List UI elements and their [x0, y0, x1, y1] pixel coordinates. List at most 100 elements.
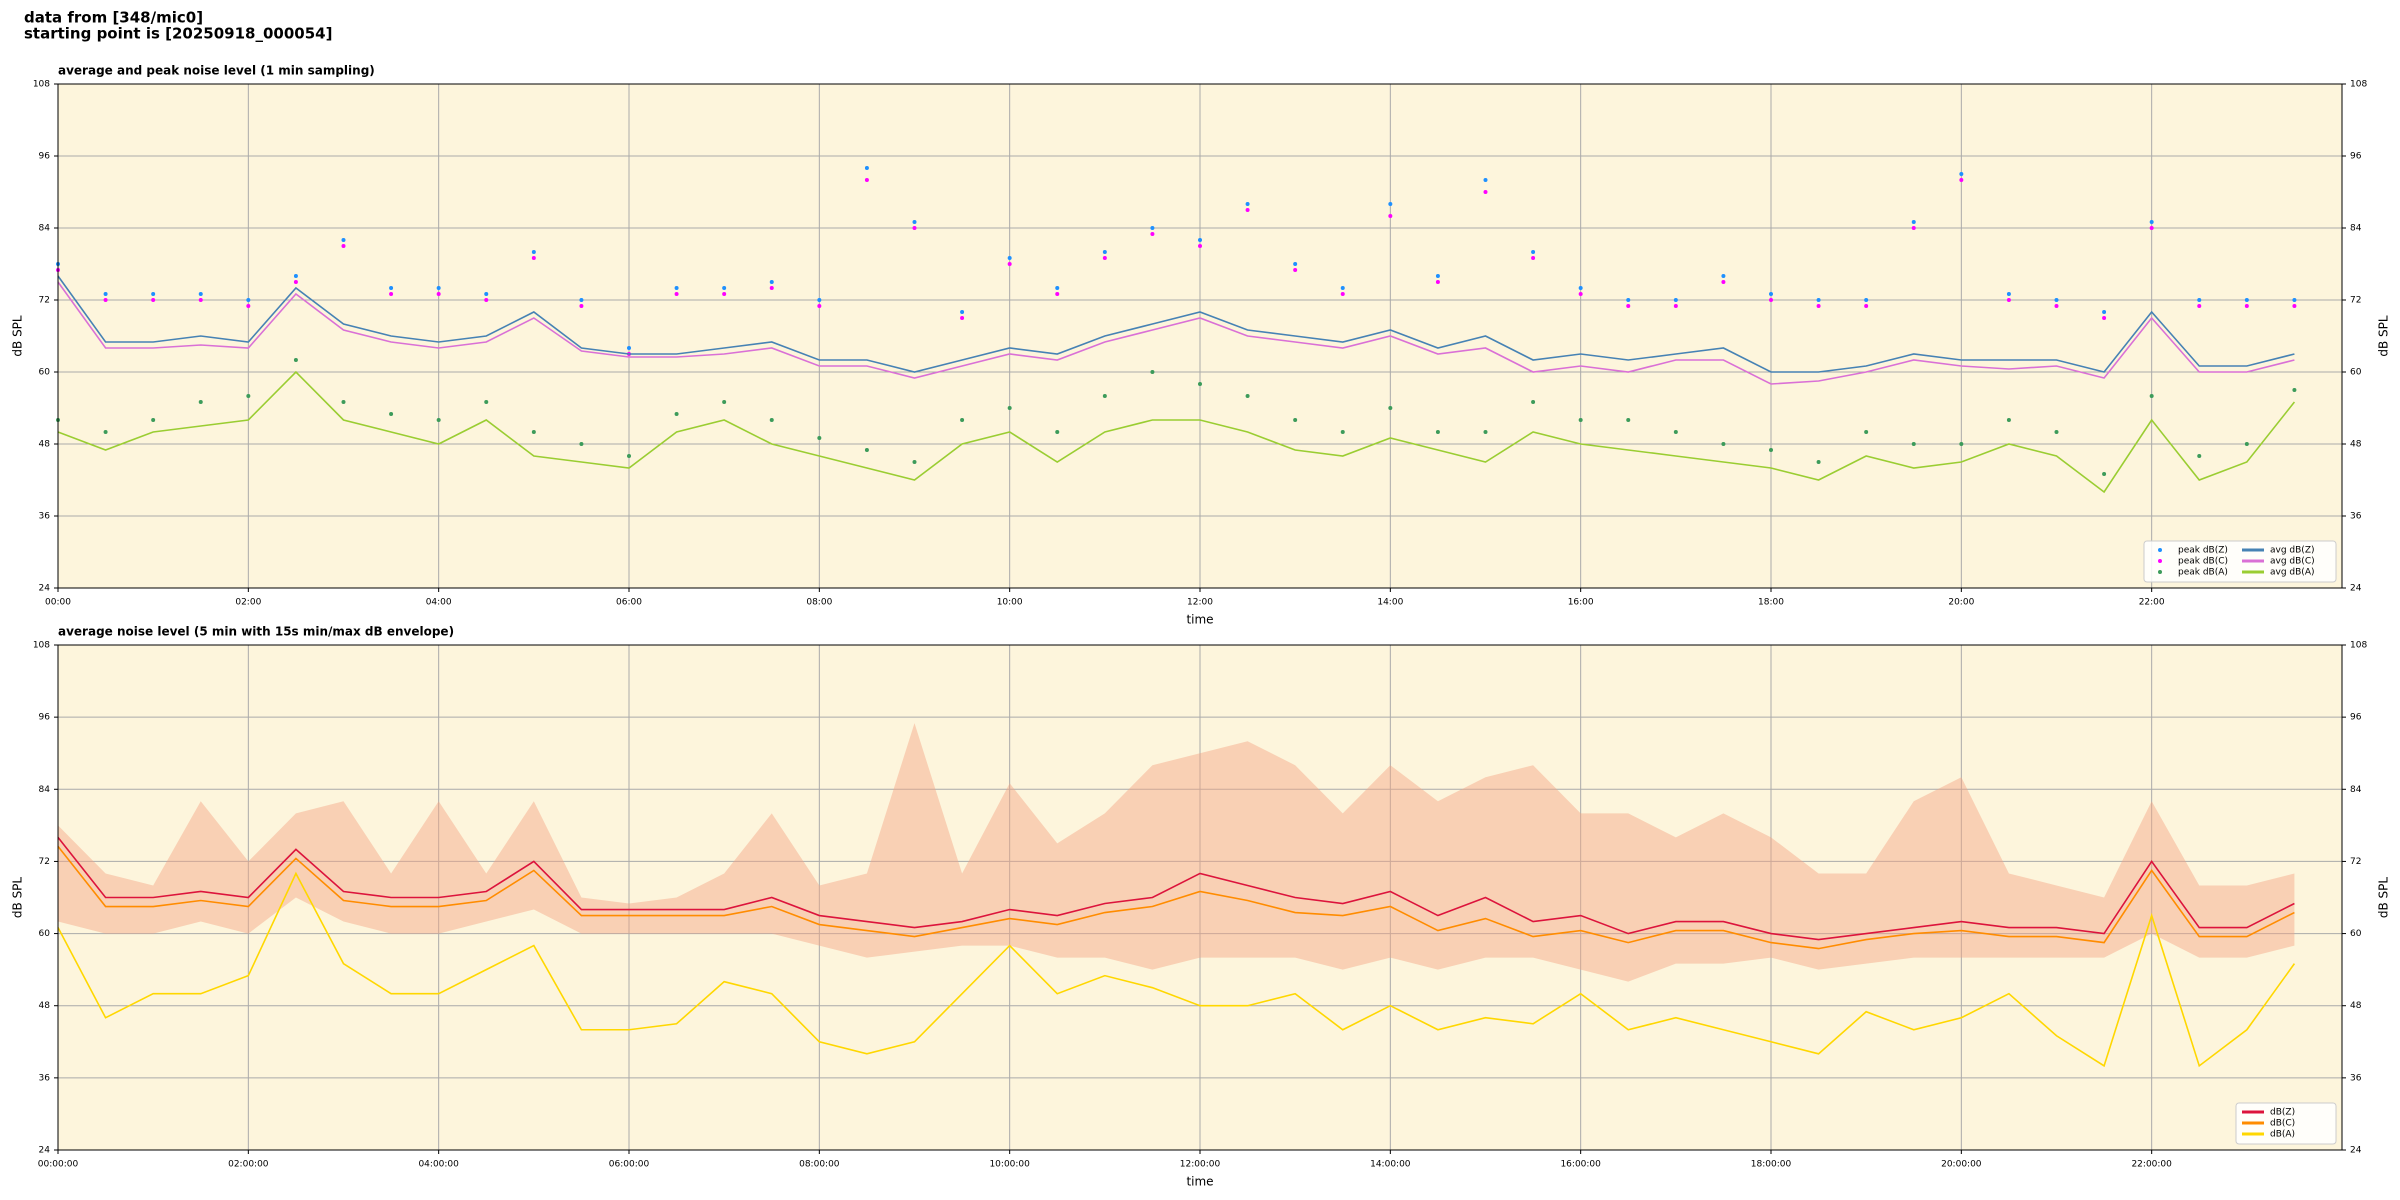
y-tick-label: 72: [39, 296, 50, 306]
peak-point: [960, 418, 965, 422]
series-line: [57, 281, 2295, 385]
peak-point: [579, 442, 584, 446]
peak-point: [1911, 226, 1916, 230]
peak-point: [1959, 442, 1964, 446]
peak-point: [2197, 304, 2202, 308]
x-tick-label: 10:00: [997, 598, 1023, 608]
peak-point: [1102, 250, 1107, 254]
peak-point: [1340, 286, 1345, 290]
y-tick-label: 36: [2350, 512, 2362, 522]
peak-point: [1769, 298, 1773, 302]
x-tick-label: 08:00: [806, 598, 832, 608]
peak-point: [1293, 262, 1298, 266]
plot-frame: [57, 644, 2343, 1151]
peak-point: [1911, 220, 1916, 224]
y-tick-label: 96: [2350, 713, 2362, 723]
peak-point: [2054, 430, 2059, 434]
y-tick-label: 36: [39, 1073, 51, 1083]
legend-marker: [2158, 559, 2162, 563]
legend-box: [2143, 540, 2337, 583]
peak-point: [912, 220, 917, 224]
peak-point: [1816, 304, 1821, 308]
y-tick-label: 72: [2350, 296, 2361, 306]
legend-label: avg dB(Z): [2270, 546, 2315, 556]
x-tick-label: 12:00:00: [1180, 1160, 1221, 1170]
series-line: [57, 275, 2295, 373]
peak-point: [436, 286, 441, 290]
x-tick-label: 14:00: [1377, 598, 1403, 608]
peak-point: [1959, 172, 1964, 176]
peak-point: [960, 316, 965, 320]
peak-point: [246, 394, 251, 398]
peak-point: [1864, 304, 1869, 308]
peak-point: [1578, 286, 1583, 290]
peak-point: [1721, 442, 1726, 446]
peak-point: [1483, 190, 1488, 194]
peak-point: [341, 244, 346, 248]
y-tick-label: 48: [39, 440, 51, 450]
legend-label: peak dB(A): [2178, 568, 2228, 578]
peak-point: [1626, 418, 1631, 422]
peak-point: [293, 358, 298, 362]
y-tick-label: 108: [33, 641, 50, 651]
peak-point: [2102, 472, 2107, 476]
peak-point: [341, 400, 346, 404]
peak-point: [1198, 382, 1202, 386]
peak-point: [151, 292, 156, 296]
x-tick-label: 04:00: [426, 598, 452, 608]
peak-point: [722, 400, 727, 404]
peak-point: [389, 286, 394, 290]
peak-point: [1055, 292, 1060, 296]
y-tick-label: 108: [2350, 641, 2367, 651]
peak-point: [1959, 178, 1964, 182]
peak-point: [674, 286, 679, 290]
peak-point: [1673, 304, 1678, 308]
series-line: [57, 370, 2296, 494]
y-tick-label: 96: [2350, 152, 2362, 162]
peak-point: [1721, 274, 1726, 278]
peak-point: [1435, 280, 1440, 284]
peak-point: [484, 298, 489, 302]
peak-point: [531, 430, 536, 434]
legend-marker: [2158, 548, 2162, 552]
peak-point: [1245, 394, 1250, 398]
peak-point: [864, 448, 869, 452]
peak-point: [2244, 298, 2249, 302]
peak-point: [1102, 394, 1107, 398]
peak-point: [579, 298, 584, 302]
peak-point: [2054, 304, 2059, 308]
y-tick-label: 84: [2350, 224, 2362, 234]
y-tick-label: 36: [39, 512, 51, 522]
peak-point: [864, 178, 869, 182]
x-tick-label: 02:00: [235, 598, 261, 608]
peak-point: [1388, 202, 1393, 206]
peak-point: [769, 286, 774, 290]
legend-label: avg dB(A): [2270, 568, 2314, 578]
peak-point: [1245, 202, 1250, 206]
y-axis-label: dB SPL: [11, 877, 25, 919]
x-tick-label: 00:00: [45, 598, 71, 608]
peak-point: [389, 292, 394, 296]
peak-point: [769, 280, 774, 284]
legend-label: dB(Z): [2270, 1108, 2295, 1118]
peak-point: [817, 298, 822, 302]
chart-title: average noise level (5 min with 15s min/…: [58, 625, 454, 639]
peak-point: [2244, 304, 2249, 308]
peak-point: [2102, 310, 2107, 314]
x-tick-label: 06:00: [616, 598, 642, 608]
legend-label: dB(A): [2270, 1130, 2295, 1140]
x-tick-label: 22:00: [2139, 598, 2165, 608]
peak-point: [1007, 256, 1012, 260]
peak-point: [1531, 250, 1536, 254]
peak-point: [1293, 418, 1298, 422]
peak-point: [1578, 292, 1583, 296]
y-tick-label: 72: [2350, 857, 2361, 867]
x-tick-label: 14:00:00: [1370, 1160, 1411, 1170]
peak-point: [151, 298, 156, 302]
peak-point: [103, 292, 108, 296]
peak-point: [1816, 460, 1821, 464]
legend-label: peak dB(C): [2178, 557, 2228, 567]
legend-label: avg dB(C): [2270, 557, 2315, 567]
legend-marker: [2158, 570, 2162, 574]
